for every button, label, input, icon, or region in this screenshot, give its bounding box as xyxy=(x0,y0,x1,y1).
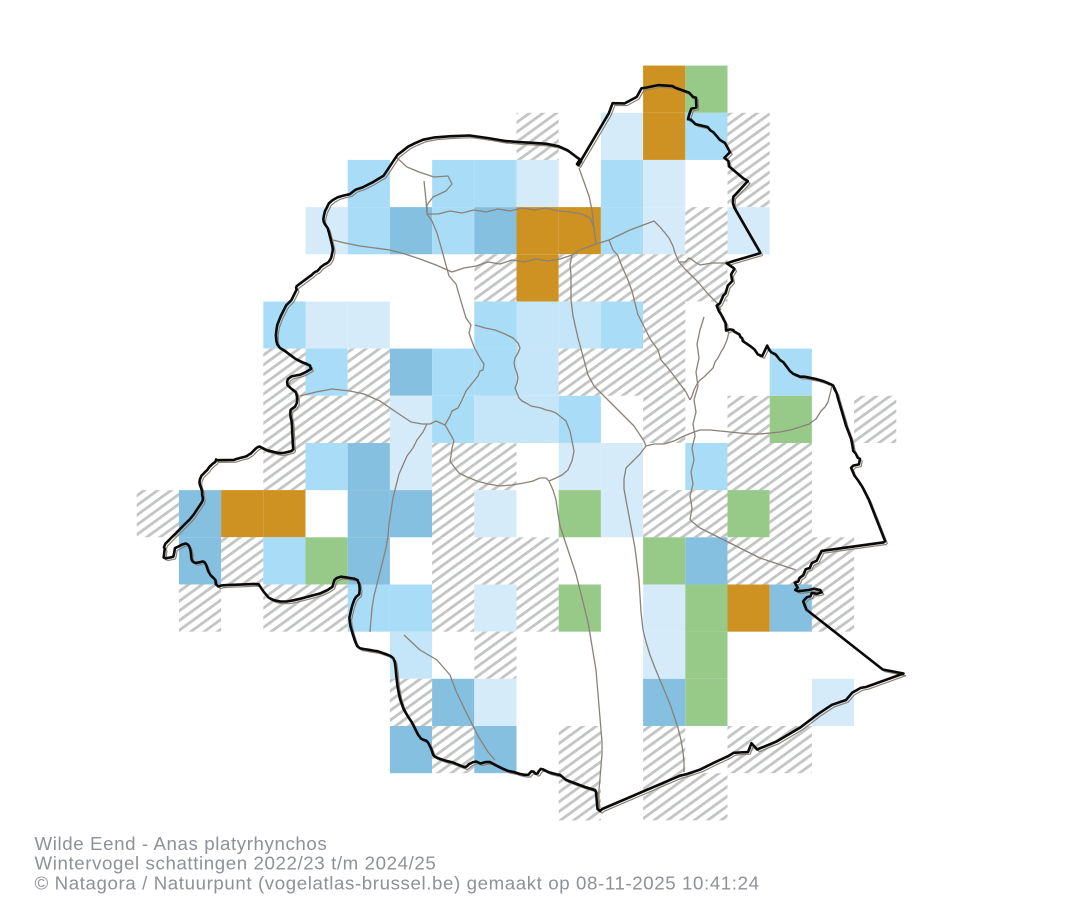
svg-text:© Natagora / Natuurpunt (vogel: © Natagora / Natuurpunt (vogelatlas-brus… xyxy=(35,872,760,893)
svg-text:Wilde Eend - Anas platyrhyncho: Wilde Eend - Anas platyrhynchos xyxy=(35,833,328,854)
svg-text:Wintervogel schattingen 2022/2: Wintervogel schattingen 2022/23 t/m 2024… xyxy=(35,853,437,874)
